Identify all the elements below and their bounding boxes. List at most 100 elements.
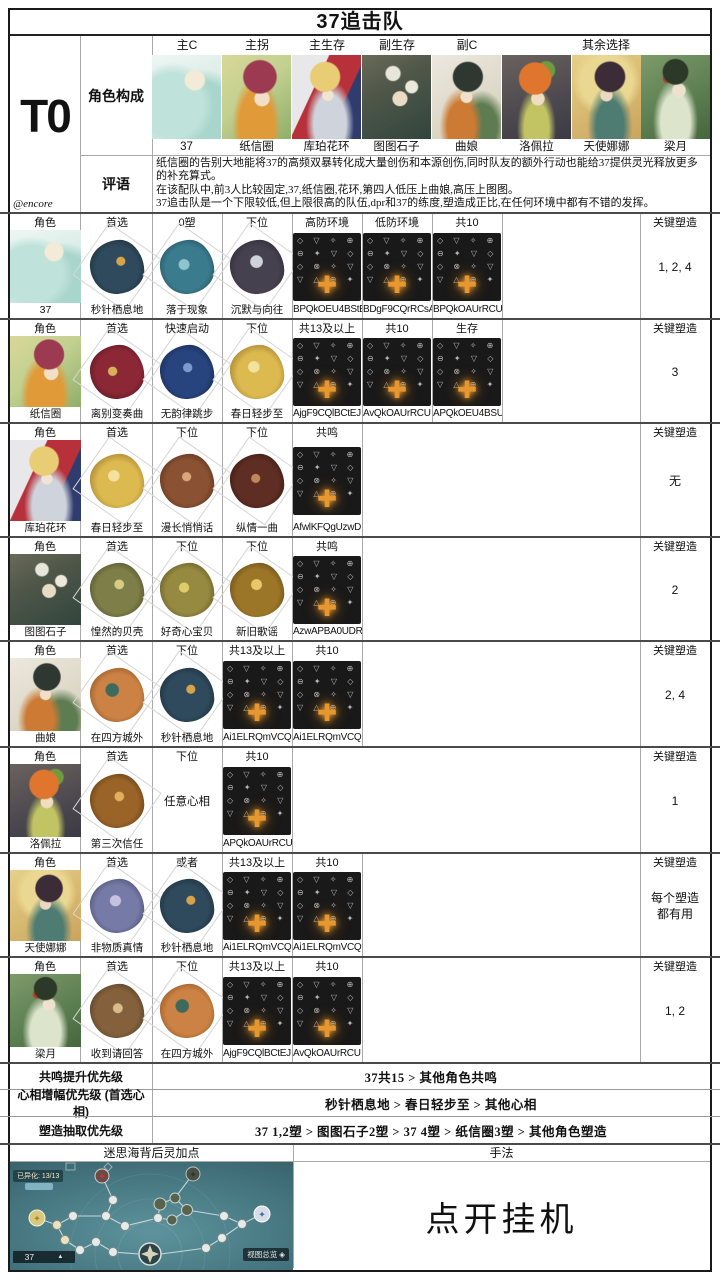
grid-line	[640, 958, 641, 1062]
member-name: 曲娘	[455, 141, 478, 153]
resonance-grid-image	[293, 555, 361, 624]
psychube-label: 第三次信任	[90, 838, 144, 850]
character-name: 曲娘	[35, 732, 56, 744]
svg-text:✦: ✦	[189, 1170, 197, 1180]
psychube-label: 收到请回答	[90, 1048, 144, 1060]
block-content: 任意心相	[0, 764, 720, 837]
psychube-label: 非物质真情	[90, 942, 144, 954]
char-block-quniang: 角色 首选 下位 共13及以上 共10 关键塑造 曲娘 在四方城外 秒针栖息地 …	[0, 640, 720, 746]
character-name: 纸信圈	[29, 408, 62, 420]
block-content	[0, 870, 720, 941]
psychube-art	[157, 876, 217, 935]
psychube-art	[227, 560, 287, 619]
char-block-37: 角色 首选 0塑 下位 高防环境 低防环境 共10 关键塑造 37 秒针栖息地 …	[0, 212, 720, 318]
psychube-art	[87, 876, 147, 935]
resonance-code: AvQkOAUrRCU	[293, 1048, 361, 1059]
footer-section: 迷思海背后灵加点 手法	[0, 1143, 720, 1270]
portrait-tutushizi	[10, 554, 81, 625]
character-name: 梁月	[35, 1048, 56, 1060]
grid-line	[502, 214, 503, 318]
portrait-liangyue	[10, 974, 81, 1047]
col-header: 角色	[34, 541, 56, 553]
grid-line	[152, 1117, 153, 1143]
col-header: 共鸣	[316, 427, 338, 439]
grid-line	[292, 748, 293, 852]
priority-row-resonance: 共鸣提升优先级 37共15 > 其他角色共鸣	[0, 1062, 720, 1089]
block-content	[0, 658, 720, 731]
page-title: 37追击队	[10, 10, 710, 36]
role-header: 主生存	[308, 38, 345, 52]
key-shaping-value: 1	[671, 793, 679, 808]
mythos-header: 迷思海背后灵加点	[10, 1145, 293, 1162]
key-shaping-value: 1, 2	[664, 1003, 685, 1018]
psychube-label: 沉默与向往	[230, 304, 284, 316]
resonance-grid-image	[223, 871, 291, 940]
grid-line	[640, 538, 641, 640]
psychube-label: 在四方城外	[90, 732, 144, 744]
block-content	[0, 554, 720, 625]
col-header: 关键塑造	[653, 645, 697, 657]
col-header: 角色	[34, 751, 56, 763]
grid-line	[640, 214, 641, 318]
progress-pill	[25, 1183, 53, 1190]
psychube-art	[87, 665, 147, 724]
col-header: 角色	[34, 427, 56, 439]
col-header: 首选	[106, 427, 128, 439]
grid-line	[640, 854, 641, 956]
grid-line	[362, 424, 363, 536]
psychube-label: 落于现象	[166, 304, 208, 316]
col-header: 关键塑造	[653, 961, 697, 973]
psychube-label: 秒针栖息地	[90, 304, 144, 316]
portrait-tianshinana	[10, 870, 81, 941]
col-header: 角色	[34, 857, 56, 869]
comment-label: 评语	[102, 175, 130, 192]
grid-line	[80, 155, 710, 156]
view-overview-label: 视图总览	[247, 1250, 278, 1259]
priority-label: 共鸣提升优先级	[38, 1070, 123, 1084]
portrait-kupohuahuan	[292, 55, 361, 139]
portrait-zhixinquan	[222, 55, 291, 139]
psychube-label: 好奇心宝贝	[160, 626, 214, 638]
character-bar[interactable]: 37 ▲	[13, 1251, 75, 1263]
key-shaping-value: 每个塑造都有用	[650, 890, 699, 921]
psychube-art	[157, 237, 217, 296]
psychube-art	[87, 342, 147, 401]
priority-row-psychube: 心相增幅优先级 (首选心相) 秒针栖息地 > 春日轻步至 > 其他心相	[0, 1088, 720, 1119]
key-shaping-value: 无	[668, 473, 681, 488]
resonance-grid-image	[363, 232, 431, 301]
portrait-luopeila	[502, 55, 571, 139]
col-header: 下位	[176, 751, 198, 763]
resonance-code: AfwlKFQgUzwD	[293, 522, 362, 533]
col-header: 共13及以上	[228, 961, 286, 973]
team-comment: 纸信圈的告别大地能将37的高频双暴转化成大量创伤和本源创伤,同时队友的额外行动也…	[156, 157, 698, 210]
grid-line	[152, 1090, 153, 1116]
resonance-code: BDgF9CQrRCsA	[363, 304, 432, 315]
psychube-art	[157, 342, 217, 401]
priority-value: 秒针栖息地 > 春日轻步至 > 其他心相	[325, 1097, 537, 1112]
psychube-label: 秒针栖息地	[160, 942, 214, 954]
col-header: 共10	[315, 961, 339, 973]
psychube-label: 离别变奏曲	[90, 408, 144, 420]
portrait-liangyue	[641, 55, 710, 139]
resonance-grid-image	[293, 337, 361, 406]
character-name: 天使娜娜	[24, 942, 67, 954]
col-header: 关键塑造	[653, 751, 697, 763]
col-header: 关键塑造	[653, 541, 697, 553]
priority-label: 塑造抽取优先级	[38, 1123, 123, 1138]
portrait-37	[152, 55, 221, 139]
resonance-code: AzwAPBA0UDR	[293, 626, 362, 637]
view-overview-button[interactable]: 视图总览 ◈	[243, 1248, 289, 1261]
tier-label: T0	[20, 90, 72, 142]
portrait-quniang	[432, 55, 501, 139]
char-block-tianshinana: 角色 首选 或者 共13及以上 共10 关键塑造 天使娜娜 非物质真情 秒针栖息…	[0, 852, 720, 956]
mutated-counter: 已异化: 13/13	[13, 1170, 64, 1182]
svg-text:✦: ✦	[33, 1214, 41, 1224]
psychube-art	[157, 665, 217, 724]
grid-line	[640, 748, 641, 852]
grid-line	[362, 538, 363, 640]
resonance-code: BPQkOAUrRCU	[433, 304, 502, 315]
psychube-label: 纵情一曲	[236, 522, 278, 534]
key-shaping-value: 3	[671, 364, 679, 379]
view-diamond-icon: ◈	[279, 1250, 285, 1259]
